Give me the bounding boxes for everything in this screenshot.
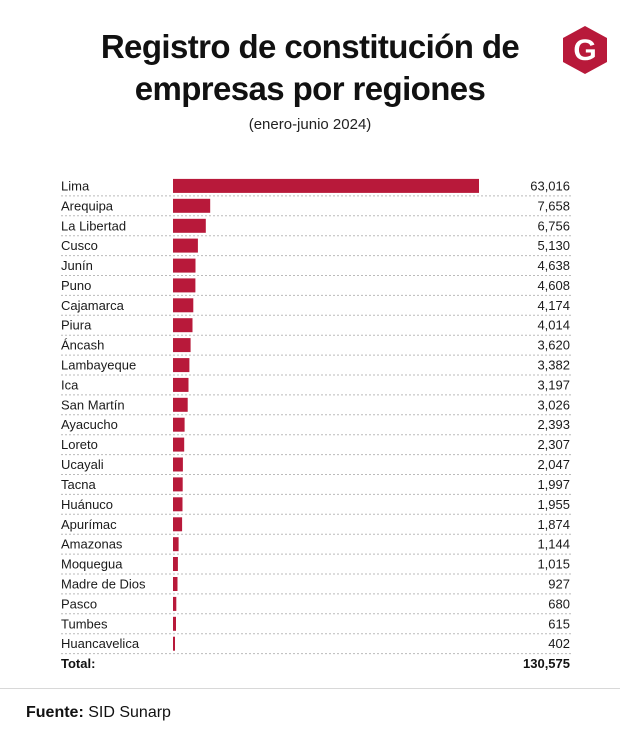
bar — [173, 457, 183, 472]
value-label: 3,026 — [537, 397, 570, 412]
value-label: 63,016 — [530, 178, 570, 193]
category-label: Amazonas — [61, 537, 123, 552]
category-label: Junín — [61, 258, 93, 273]
value-label: 1,997 — [537, 477, 570, 492]
value-label: 1,874 — [537, 517, 570, 532]
bar — [173, 477, 183, 492]
value-label: 2,393 — [537, 417, 570, 432]
bar — [173, 417, 185, 432]
bar — [173, 318, 193, 333]
category-label: Huancavelica — [61, 636, 140, 651]
bar — [173, 577, 178, 591]
bar — [173, 517, 183, 532]
logo-hexagon — [563, 26, 607, 74]
value-label: 3,382 — [537, 358, 570, 373]
value-label: 4,014 — [537, 318, 570, 333]
value-label: 680 — [548, 596, 570, 611]
value-label: 2,047 — [537, 457, 570, 472]
bar — [173, 557, 178, 571]
bar — [173, 198, 211, 213]
chart-subtitle: (enero-junio 2024) — [248, 116, 372, 133]
bar — [173, 636, 175, 651]
value-label: 4,174 — [537, 298, 570, 313]
value-label: 5,130 — [537, 238, 570, 253]
bar — [173, 338, 191, 353]
bar — [173, 497, 183, 512]
value-label: 3,620 — [537, 338, 570, 353]
category-label: Cajamarca — [61, 298, 125, 313]
bar — [173, 258, 196, 273]
chart-title-line-1: Registro de constitución de — [100, 28, 520, 65]
category-label: Tacna — [61, 477, 96, 492]
category-label: Tumbes — [61, 616, 108, 631]
category-label: Piura — [61, 318, 92, 333]
value-label: 1,144 — [537, 537, 570, 552]
category-label: Huánuco — [61, 497, 113, 512]
gestion-logo-icon: G — [563, 26, 607, 74]
value-label: 615 — [548, 616, 570, 631]
footer-divider — [0, 688, 620, 689]
category-label: Lima — [61, 178, 90, 193]
bar — [173, 218, 206, 233]
category-label: Madre de Dios — [61, 577, 146, 592]
value-label: 1,015 — [537, 557, 570, 572]
category-label: Lambayeque — [61, 358, 136, 373]
bar — [173, 278, 196, 293]
logo-letter: G — [573, 34, 596, 67]
bar — [173, 377, 189, 392]
source-note: Fuente: SID Sunarp — [26, 704, 171, 722]
category-label: La Libertad — [61, 218, 126, 233]
category-label: Moquegua — [61, 557, 123, 572]
category-label: Apurímac — [61, 517, 117, 532]
category-label: Cusco — [61, 238, 98, 253]
total-label: Total: — [61, 656, 95, 671]
category-label: Loreto — [61, 437, 98, 452]
total-value: 130,575 — [523, 656, 570, 671]
category-label: Ucayali — [61, 457, 104, 472]
value-label: 3,197 — [537, 377, 570, 392]
category-label: Ayacucho — [61, 417, 118, 432]
value-label: 6,756 — [537, 218, 570, 233]
bar — [173, 238, 198, 253]
category-label: Arequipa — [61, 198, 114, 213]
value-label: 402 — [548, 636, 570, 651]
source-label: Fuente: — [26, 704, 84, 721]
category-label: Puno — [61, 278, 91, 293]
value-label: 4,638 — [537, 258, 570, 273]
bar — [173, 537, 179, 552]
category-label: Áncash — [61, 338, 104, 353]
bar — [173, 178, 479, 193]
value-label: 7,658 — [537, 198, 570, 213]
chart-title-line-2: empresas por regiones — [134, 70, 486, 107]
source-text: SID Sunarp — [83, 704, 171, 721]
value-label: 4,608 — [537, 278, 570, 293]
bar — [173, 397, 188, 412]
chart-title: Registro de constitución de empresas por… — [40, 26, 580, 110]
category-label: Pasco — [61, 596, 97, 611]
bar — [173, 358, 190, 373]
bar — [173, 437, 185, 452]
bar — [173, 596, 177, 611]
bar-chart: Lima 63,016 Arequipa 7,658 La Libertad 6,756 C… — [61, 178, 572, 671]
value-label: 927 — [548, 577, 570, 592]
value-label: 1,955 — [537, 497, 570, 512]
value-label: 2,307 — [537, 437, 570, 452]
bar — [173, 616, 176, 631]
category-label: Ica — [61, 377, 79, 392]
category-label: San Martín — [61, 397, 125, 412]
bar — [173, 298, 194, 313]
